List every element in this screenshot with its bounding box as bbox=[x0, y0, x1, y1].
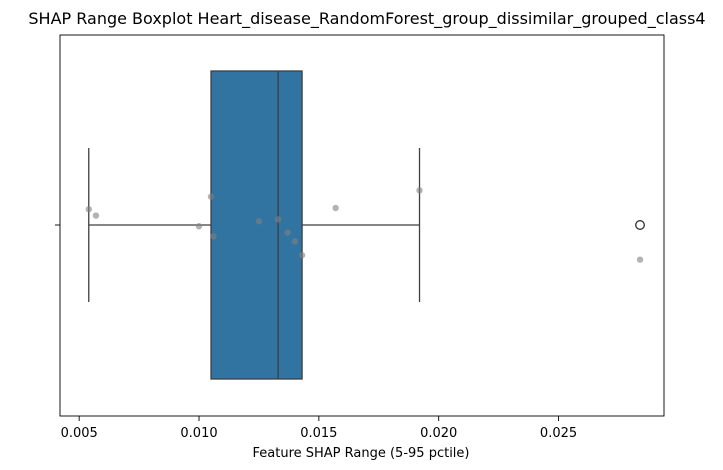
strip-point bbox=[291, 238, 299, 245]
plot-frame bbox=[59, 34, 665, 417]
strip-point bbox=[92, 212, 100, 219]
x-tick-label: 0.015 bbox=[300, 426, 337, 441]
x-axis-label: Feature SHAP Range (5-95 pctile) bbox=[253, 446, 470, 461]
strip-point bbox=[195, 223, 203, 230]
x-tick-label: 0.010 bbox=[180, 426, 217, 441]
x-tick-label: 0.020 bbox=[420, 426, 457, 441]
strip-point bbox=[207, 193, 215, 200]
outlier-marker bbox=[635, 220, 645, 230]
strip-point bbox=[85, 206, 92, 213]
strip-point bbox=[416, 187, 423, 194]
x-tick-label: 0.025 bbox=[540, 426, 577, 441]
strip-point bbox=[284, 229, 291, 236]
strip-point bbox=[274, 216, 282, 223]
plot-area bbox=[85, 70, 645, 380]
strip-point bbox=[298, 252, 306, 259]
strip-point bbox=[332, 204, 339, 212]
strip-point bbox=[210, 233, 217, 240]
strip-point bbox=[255, 218, 263, 225]
strip-point bbox=[636, 256, 644, 263]
chart-title: SHAP Range Boxplot Heart_disease_RandomF… bbox=[28, 9, 705, 29]
x-tick-label: 0.005 bbox=[61, 426, 98, 441]
iqr-box bbox=[210, 70, 303, 380]
x-axis: 0.005 0.010 0.015 0.020 0.025 bbox=[55, 34, 665, 441]
